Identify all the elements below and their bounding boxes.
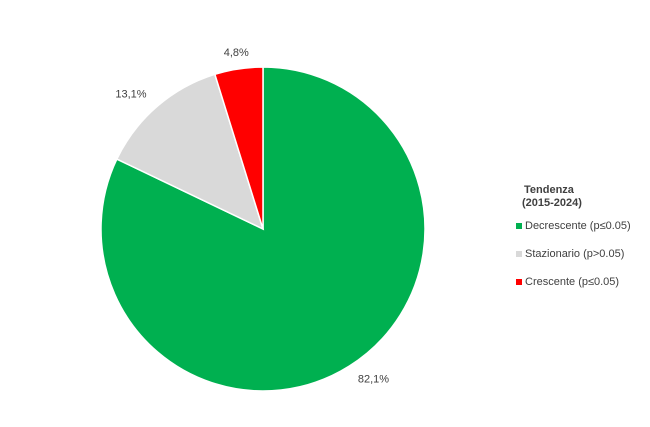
data-label: 4,8% <box>224 47 249 59</box>
legend-swatch <box>516 279 522 285</box>
legend-label: Crescente (p≤0.05) <box>525 276 619 288</box>
legend-label: Stazionario (p>0.05) <box>525 248 624 260</box>
data-label: 82,1% <box>358 373 389 385</box>
legend-swatch <box>516 251 522 257</box>
pie-slice <box>213 66 264 230</box>
legend-swatch <box>516 223 522 229</box>
data-label: 13,1% <box>115 88 146 100</box>
legend-title: (2015-2024) <box>522 197 582 209</box>
legend-label: Decrescente (p≤0.05) <box>525 220 631 232</box>
legend-title: Tendenza <box>524 184 575 196</box>
